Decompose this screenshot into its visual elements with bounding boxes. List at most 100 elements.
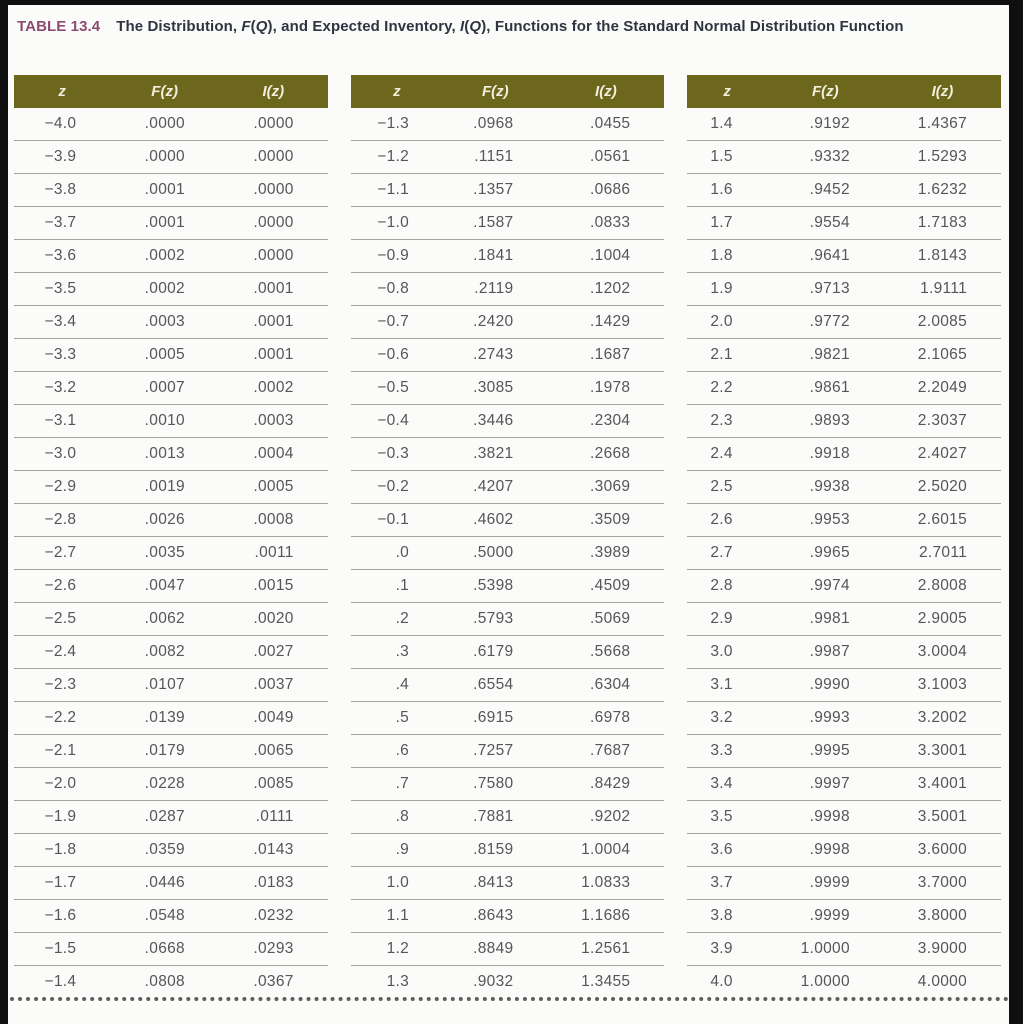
z-value-cell: −0.2 — [350, 470, 444, 504]
table-row: −0.6.2743.1687 — [350, 338, 665, 372]
z-value-cell: −0.3 — [350, 437, 444, 471]
fz-value-cell: .9974 — [766, 569, 884, 603]
page-border-top — [0, 0, 1023, 5]
table-row: −1.8.0359.0143 — [14, 833, 328, 867]
z-value-cell: 1.9 — [687, 272, 767, 306]
z-value-cell: .7 — [350, 767, 444, 801]
iz-value-cell: 3.9000 — [883, 932, 1002, 966]
fz-value-cell: .9918 — [766, 437, 884, 471]
iz-value-cell: 1.6232 — [883, 173, 1002, 207]
iz-value-cell: .1687 — [547, 338, 665, 372]
fz-value-cell: .9965 — [766, 536, 884, 570]
table-row: −1.5.0668.0293 — [14, 932, 328, 966]
z-value-cell: 1.0 — [350, 866, 444, 900]
fz-value-cell: .7881 — [443, 800, 548, 834]
subtitle-segment: Q — [469, 18, 482, 35]
fz-value-cell: .9987 — [766, 635, 884, 669]
z-value-cell: −3.6 — [14, 239, 111, 273]
subtitle-segment: I — [460, 18, 465, 35]
z-value-cell: 2.5 — [687, 470, 767, 504]
z-value-cell: 3.3 — [687, 734, 767, 768]
table-row: 3.8.9999 3.8000 — [687, 899, 1002, 933]
z-value-cell: 2.3 — [687, 404, 767, 438]
iz-value-cell: .0455 — [547, 108, 665, 141]
iz-value-cell: 1.7183 — [883, 206, 1002, 240]
table-row: 4.0 1.0000 4.0000 — [687, 966, 1001, 999]
fz-value-cell: .9893 — [766, 404, 884, 438]
fz-value-cell: .0000 — [110, 108, 219, 141]
z-value-cell: 3.0 — [687, 635, 767, 669]
normal-distribution-table-left: z F(z) I(z) −4.0.0000.0000 −3.9.0000.0000 −3… — [14, 75, 328, 998]
table-row: −0.7.2420.1429 — [350, 305, 665, 339]
z-value-cell: 1.2 — [350, 932, 444, 966]
fz-value-cell: .0003 — [110, 305, 219, 339]
fz-value-cell: .0228 — [110, 767, 219, 801]
iz-value-cell: .0367 — [253, 973, 294, 990]
table-row: 2.9.9981 2.9005 — [687, 602, 1002, 636]
column-header-z: z — [14, 75, 111, 108]
iz-value-cell: .1004 — [547, 239, 665, 273]
table-row: −1.4 .0808 .0367 — [14, 966, 328, 999]
table-row: −3.6.0002.0000 — [14, 239, 328, 273]
iz-value-cell: .3509 — [547, 503, 665, 537]
column-header-fz: F(z) — [443, 75, 548, 108]
z-value-cell: −2.7 — [14, 536, 111, 570]
table-row: 2.5.9938 2.5020 — [687, 470, 1002, 504]
z-value-cell: .0 — [350, 536, 444, 570]
z-value-cell: −0.9 — [350, 239, 444, 273]
page-border-right — [1009, 0, 1023, 1024]
z-value-cell: −2.2 — [14, 701, 111, 735]
fz-value-cell: .0026 — [110, 503, 219, 537]
fz-value-cell: .3446 — [443, 404, 548, 438]
fz-value-cell: .0013 — [110, 437, 219, 471]
iz-value-cell: .0027 — [218, 635, 328, 669]
table-body: −4.0.0000.0000 −3.9.0000.0000 −3.8.0001.00… — [14, 108, 328, 998]
fz-value-cell: .0968 — [443, 108, 548, 141]
subtitle-segment: ), and Expected Inventory, — [267, 18, 461, 35]
normal-distribution-table-middle: z F(z) I(z) −1.3.0968.0455 −1.2.1151.0561 −1… — [350, 75, 665, 998]
iz-value-cell: 4.0000 — [917, 973, 968, 990]
z-value-cell: −4.0 — [14, 108, 111, 141]
z-value-cell: .6 — [350, 734, 444, 768]
fz-value-cell: .0035 — [110, 536, 219, 570]
table-row: −0.3.3821.2668 — [350, 437, 665, 471]
fz-value-cell: .0001 — [110, 173, 219, 207]
table-body: −1.3.0968.0455 −1.2.1151.0561 −1.1.1357.06… — [350, 108, 665, 998]
iz-value-cell: .1978 — [547, 371, 665, 405]
iz-value-cell: 3.2002 — [883, 701, 1002, 735]
subtitle-segment: ( — [250, 18, 256, 35]
iz-value-cell: 2.1065 — [883, 338, 1002, 372]
z-value-cell: −3.5 — [14, 272, 111, 306]
iz-value-cell: 1.3455 — [581, 973, 631, 990]
table-row: .3.6179.5668 — [350, 635, 665, 669]
table-row: −2.1.0179.0065 — [14, 734, 328, 768]
fz-value-cell: .6554 — [443, 668, 548, 702]
subtitle-segment: F — [241, 18, 251, 35]
z-value-cell: −1.6 — [14, 899, 111, 933]
iz-value-cell: 1.5293 — [883, 140, 1002, 174]
z-value-cell: −1.4 — [44, 973, 77, 990]
column-header-fz: F(z) — [110, 75, 219, 108]
fz-value-cell: .8849 — [443, 932, 548, 966]
header-row: z F(z) I(z) — [350, 75, 665, 108]
table-row: −3.9.0000.0000 — [14, 140, 328, 174]
iz-value-cell: 1.8143 — [883, 239, 1002, 273]
table-row: 1.7.9554 1.7183 — [687, 206, 1002, 240]
iz-value-cell: 2.6015 — [883, 503, 1002, 537]
fz-value-cell: 1.0000 — [800, 973, 850, 990]
fz-value-cell: .1151 — [443, 140, 548, 174]
table-row: −0.9.1841.1004 — [350, 239, 665, 273]
iz-value-cell: .1202 — [547, 272, 665, 306]
iz-value-cell: .0183 — [218, 866, 328, 900]
table-row: 3.3.9995 3.3001 — [687, 734, 1002, 768]
iz-value-cell: .0001 — [218, 272, 328, 306]
table-row: 2.8.9974 2.8008 — [687, 569, 1002, 603]
fz-value-cell: .0001 — [110, 206, 219, 240]
fz-value-cell: .3085 — [443, 371, 548, 405]
fz-value-cell: .9772 — [766, 305, 884, 339]
z-value-cell: −3.1 — [14, 404, 111, 438]
table-row: 1.1.8643 1.1686 — [350, 899, 665, 933]
iz-value-cell: .0065 — [218, 734, 328, 768]
table-row: 3.5.9998 3.5001 — [687, 800, 1002, 834]
z-value-cell: 3.5 — [687, 800, 767, 834]
